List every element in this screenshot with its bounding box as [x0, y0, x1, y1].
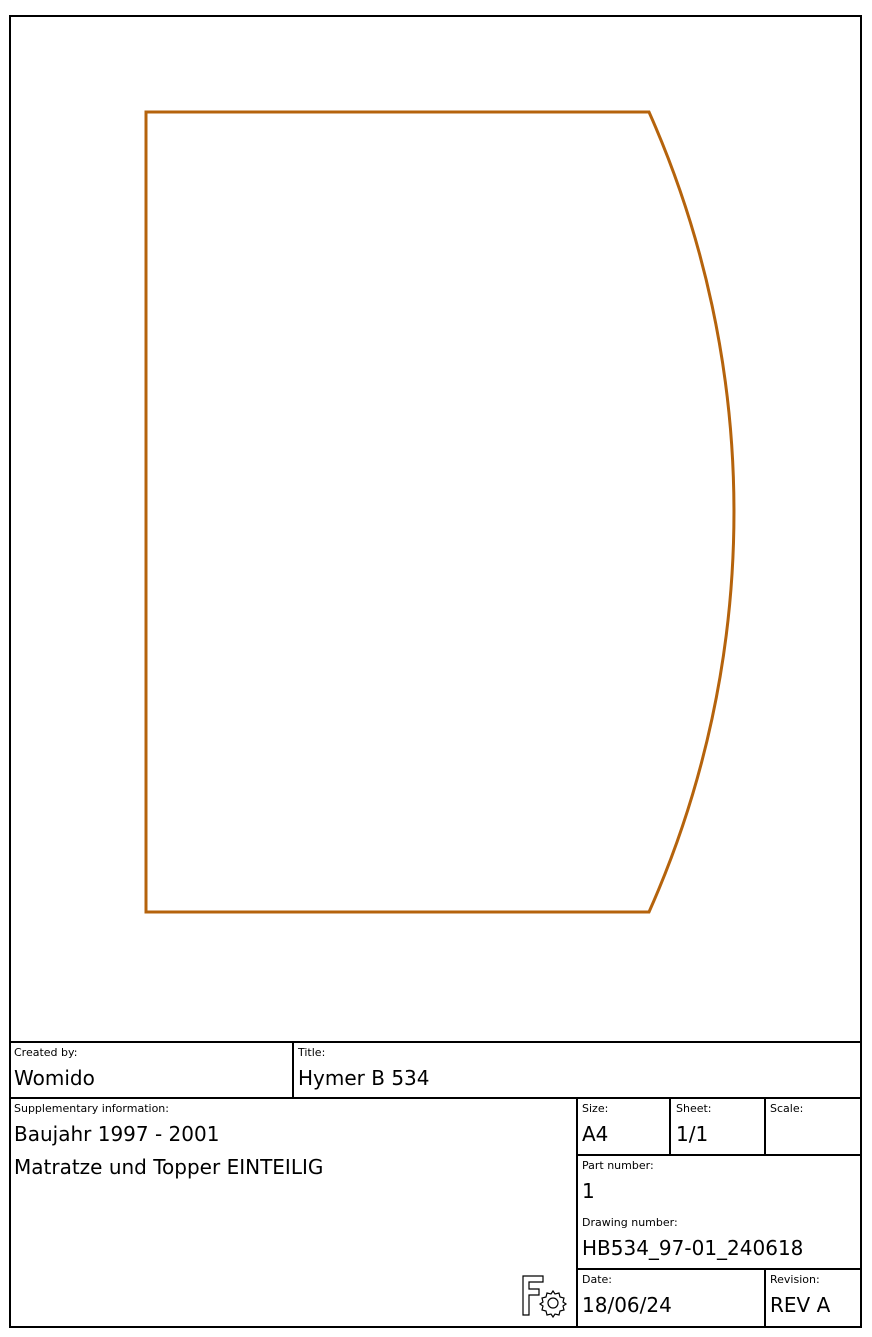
revision-value: REV A	[770, 1293, 831, 1317]
part-number-label: Part number:	[582, 1159, 654, 1172]
sheet-value: 1/1	[676, 1122, 708, 1146]
scale-label: Scale:	[770, 1102, 803, 1115]
part-number-value: 1	[582, 1179, 595, 1203]
supplementary-label: Supplementary information:	[14, 1102, 169, 1115]
revision-label: Revision:	[770, 1273, 820, 1286]
supplementary-line: Baujahr 1997 - 2001	[14, 1122, 219, 1146]
size-label: Size:	[582, 1102, 608, 1115]
title-label: Title:	[297, 1046, 325, 1059]
freecad-logo-icon	[522, 1275, 568, 1319]
created-by-value: Womido	[14, 1066, 95, 1090]
date-value: 18/06/24	[582, 1293, 672, 1317]
date-label: Date:	[582, 1273, 612, 1286]
drawing-number-value: HB534_97-01_240618	[582, 1236, 803, 1260]
sheet-label: Sheet:	[676, 1102, 712, 1115]
drawing-number-label: Drawing number:	[582, 1216, 678, 1229]
title-block	[10, 1041, 861, 1327]
supplementary-line: Matratze und Topper EINTEILIG	[14, 1155, 323, 1179]
size-value: A4	[582, 1122, 608, 1146]
sheet-frame	[9, 15, 862, 1328]
mattress-outline[interactable]	[144, 110, 736, 914]
title-value: Hymer B 534	[298, 1066, 430, 1090]
created-by-label: Created by:	[14, 1046, 77, 1059]
